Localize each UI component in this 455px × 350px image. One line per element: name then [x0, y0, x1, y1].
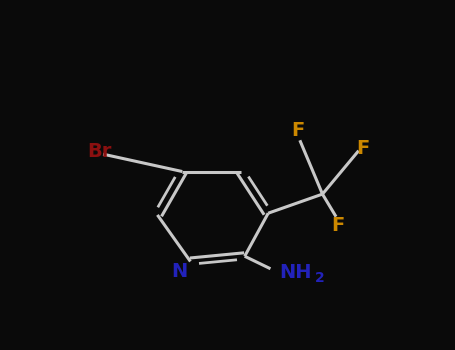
Text: F: F	[332, 216, 345, 235]
Text: F: F	[291, 121, 304, 140]
Text: F: F	[357, 139, 370, 159]
Text: 2: 2	[315, 271, 324, 285]
Text: NH: NH	[279, 264, 312, 282]
Text: Br: Br	[87, 142, 112, 161]
Text: N: N	[171, 262, 187, 281]
